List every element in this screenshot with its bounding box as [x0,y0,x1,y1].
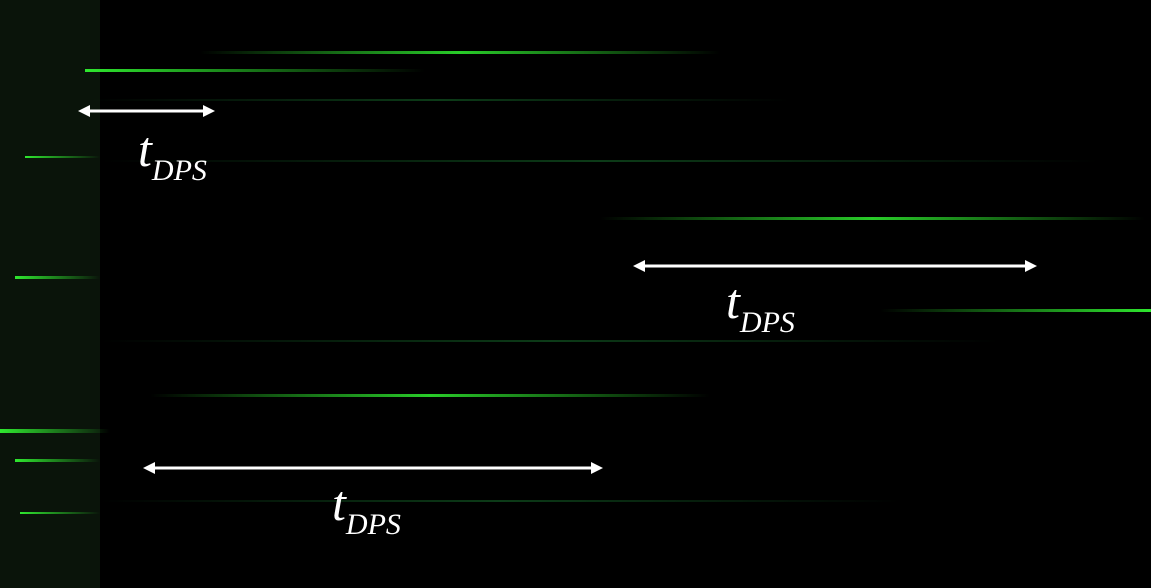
label-symbol: t [332,475,347,531]
label-subscript: DPS [739,306,795,339]
left-band [0,0,100,588]
streak [200,51,720,54]
streak [20,512,100,514]
arrow [143,462,603,474]
streak [15,276,100,279]
arrow [78,105,215,117]
streak [0,429,110,433]
arrows [78,105,1037,474]
label: tDPS [332,475,401,541]
streak [880,309,1151,312]
label-symbol: t [726,273,741,329]
label: tDPS [138,121,207,187]
streak [100,340,1000,342]
arrow [633,260,1037,272]
streak [25,156,100,158]
label: tDPS [726,273,795,339]
streak [85,69,425,72]
streak [90,99,790,101]
streak [150,394,710,397]
label-subscript: DPS [345,508,401,541]
label-subscript: DPS [151,154,207,187]
streak [15,459,100,462]
streak [100,160,1100,162]
streak [100,500,900,502]
streak [600,217,1145,220]
label-symbol: t [138,121,153,177]
